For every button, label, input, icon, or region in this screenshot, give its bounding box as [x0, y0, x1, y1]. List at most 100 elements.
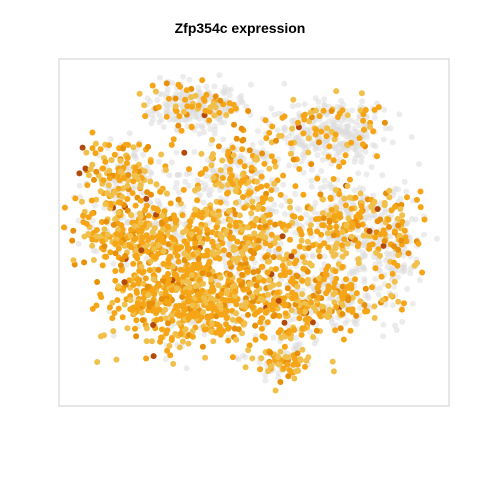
- unexpressed-point: [380, 136, 387, 143]
- expressed-point: [226, 251, 232, 258]
- expressed-point: [372, 265, 379, 272]
- expressed-point: [127, 297, 134, 304]
- expressed-point: [331, 299, 338, 306]
- expressed-point: [99, 262, 106, 269]
- expressed-point: [233, 223, 239, 230]
- expressed-point: [132, 164, 139, 171]
- expressed-point: [417, 204, 424, 211]
- expressed-point: [130, 260, 137, 267]
- expressed-point: [254, 178, 260, 185]
- expressed-point: [154, 301, 161, 308]
- expressed-point: [200, 309, 207, 316]
- expressed-point: [299, 277, 306, 284]
- unexpressed-point: [292, 191, 299, 197]
- expressed-point: [187, 218, 194, 225]
- expressed-point: [158, 334, 165, 341]
- expressed-point: [230, 152, 237, 159]
- expressed-point: [194, 249, 201, 256]
- expressed-point: [341, 195, 348, 202]
- expressed-point: [292, 368, 299, 375]
- expressed-point: [352, 194, 359, 201]
- unexpressed-point: [206, 192, 213, 199]
- expressed-point: [325, 283, 332, 290]
- expressed-point: [318, 231, 325, 238]
- expressed-point: [179, 338, 186, 345]
- expressed-point: [233, 301, 240, 308]
- expressed-point: [189, 302, 196, 309]
- expressed-point: [227, 176, 234, 183]
- expressed-point: [330, 252, 337, 259]
- expressed-point: [225, 337, 232, 344]
- expressed-point: [264, 269, 271, 276]
- expressed-point: [227, 271, 233, 278]
- unexpressed-point: [76, 182, 83, 189]
- expressed-point: [188, 94, 195, 101]
- unexpressed-point: [258, 139, 265, 146]
- expressed-point: [132, 325, 138, 332]
- unexpressed-point: [273, 186, 280, 193]
- expressed-point: [307, 109, 314, 116]
- expressed-point: [395, 222, 402, 229]
- expressed-point: [84, 182, 91, 189]
- expressed-point: [388, 292, 395, 299]
- expressed-point: [359, 141, 366, 148]
- expressed-point: [112, 250, 119, 257]
- expressed-point: [106, 167, 113, 174]
- expressed-point: [199, 343, 206, 350]
- expressed-point: [104, 231, 111, 238]
- unexpressed-point: [156, 112, 163, 119]
- expressed-point: [180, 273, 187, 280]
- expressed-point: [227, 217, 234, 224]
- expressed-point: [275, 281, 282, 288]
- unexpressed-point: [301, 101, 308, 108]
- unexpressed-point: [409, 300, 416, 307]
- expressed-point: [124, 196, 131, 202]
- expressed-point: [259, 333, 266, 340]
- expressed-point: [191, 211, 197, 218]
- expressed-point: [289, 275, 296, 282]
- expressed-point: [150, 205, 157, 211]
- expressed-point: [138, 309, 145, 316]
- expressed-point: [261, 160, 268, 167]
- expressed-point: [109, 315, 116, 322]
- expressed-point: [143, 355, 150, 362]
- expressed-point: [186, 223, 193, 230]
- expressed-point: [295, 124, 302, 131]
- expressed-point: [216, 212, 222, 219]
- expressed-point: [249, 198, 256, 205]
- expressed-point: [178, 127, 185, 134]
- expressed-point: [333, 88, 340, 95]
- expressed-point: [156, 306, 163, 313]
- unexpressed-point: [382, 125, 389, 132]
- unexpressed-point: [308, 177, 315, 184]
- expressed-point: [193, 226, 200, 233]
- expressed-point: [240, 321, 247, 328]
- expressed-point: [215, 282, 222, 289]
- unexpressed-point: [330, 119, 337, 126]
- expressed-point: [257, 366, 264, 373]
- expressed-point: [279, 233, 286, 240]
- unexpressed-point: [314, 152, 321, 159]
- expressed-point: [195, 102, 202, 109]
- expressed-point: [334, 240, 340, 247]
- expressed-point: [284, 354, 291, 361]
- unexpressed-point: [309, 140, 316, 147]
- expressed-point: [150, 272, 157, 278]
- expressed-point: [290, 96, 297, 103]
- expressed-point: [314, 175, 321, 182]
- expressed-point: [200, 95, 207, 102]
- unexpressed-point: [383, 250, 390, 257]
- expressed-point: [261, 234, 268, 241]
- unexpressed-point: [319, 156, 326, 163]
- expressed-point: [313, 216, 319, 223]
- unexpressed-point: [268, 105, 275, 112]
- unexpressed-point: [379, 172, 386, 179]
- expressed-point: [319, 210, 326, 217]
- unexpressed-point: [309, 253, 316, 260]
- unexpressed-point: [226, 240, 232, 247]
- expressed-point: [272, 221, 279, 228]
- expressed-point: [111, 151, 118, 158]
- expressed-point: [204, 235, 211, 242]
- expressed-point: [235, 326, 242, 333]
- expressed-point: [313, 327, 320, 334]
